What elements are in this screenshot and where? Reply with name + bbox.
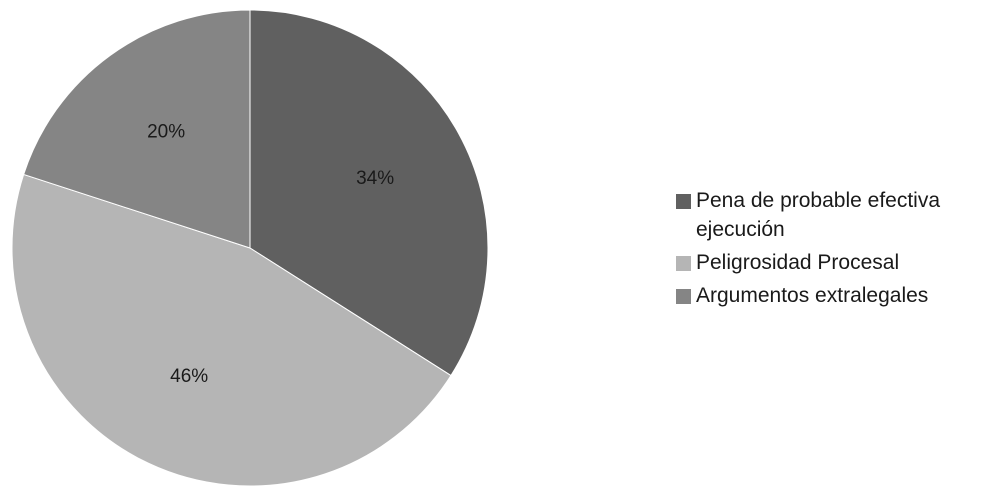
legend-label-argumentos: Argumentos extralegales (696, 284, 929, 307)
data-label-peligrosidad: 46% (170, 366, 208, 387)
legend-swatch-argumentos (676, 289, 691, 304)
pie-slice-peligrosidad (11, 173, 452, 487)
legend-swatch-pena (676, 194, 691, 209)
legend-swatch-peligrosidad (676, 256, 691, 271)
legend-label-pena: Pena de probable efectiva ejecución (696, 189, 941, 241)
legend: Pena de probable efectiva ejecución Peli… (676, 186, 986, 314)
data-label-argumentos: 20% (147, 122, 185, 143)
data-label-pena: 34% (356, 168, 394, 189)
legend-item-pena: Pena de probable efectiva ejecución (676, 186, 986, 244)
legend-item-argumentos: Argumentos extralegales (676, 281, 986, 310)
pie-data-labels: 34% 46% 20% (147, 122, 394, 388)
pie-slice-argumentos (23, 9, 251, 249)
legend-item-peligrosidad: Peligrosidad Procesal (676, 248, 986, 277)
pie-slices (11, 9, 489, 487)
legend-label-peligrosidad: Peligrosidad Procesal (696, 251, 900, 274)
pie-slice-pena (249, 9, 489, 377)
